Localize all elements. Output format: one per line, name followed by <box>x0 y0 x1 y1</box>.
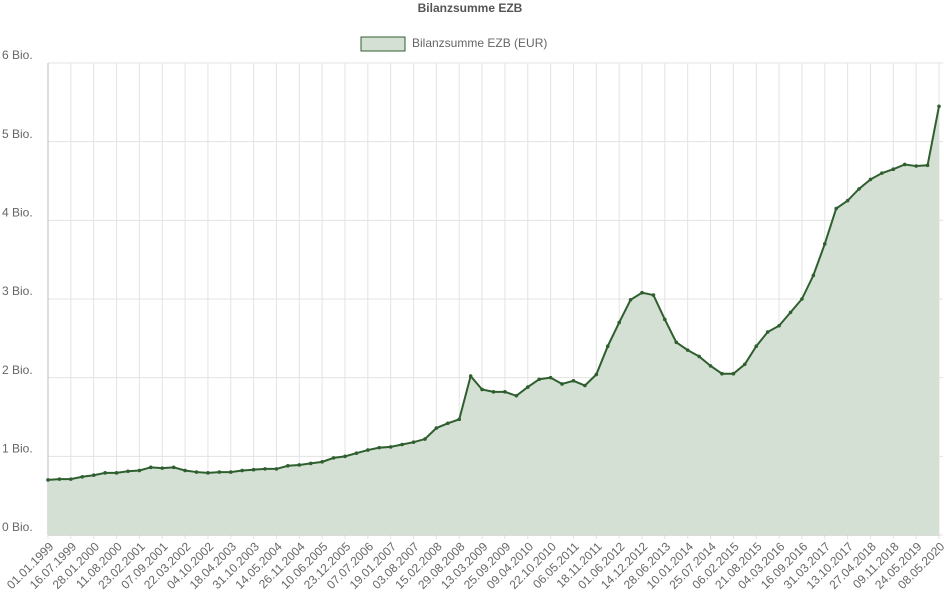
data-point <box>857 187 861 191</box>
data-point <box>217 470 222 474</box>
data-point <box>114 471 119 475</box>
data-point <box>251 467 256 472</box>
data-point <box>822 242 827 246</box>
y-tick-label: 5 Bio. <box>2 127 33 141</box>
data-point <box>548 375 553 380</box>
data-point <box>891 167 896 171</box>
data-point <box>868 177 873 182</box>
data-point <box>937 104 941 109</box>
data-point <box>274 467 279 471</box>
data-point <box>137 468 142 473</box>
data-point <box>583 383 587 388</box>
data-point <box>457 417 462 422</box>
data-point <box>800 297 804 301</box>
data-point <box>628 297 633 302</box>
data-point <box>811 273 816 278</box>
data-point <box>834 206 838 211</box>
y-tick-label: 3 Bio. <box>2 284 33 298</box>
data-point <box>571 379 576 383</box>
data-point <box>777 323 781 328</box>
data-point <box>194 470 199 474</box>
data-point <box>925 163 930 168</box>
data-point <box>240 468 244 473</box>
data-point <box>605 344 610 349</box>
data-point <box>743 362 747 367</box>
data-point <box>388 445 393 449</box>
data-point <box>343 454 347 459</box>
data-point <box>126 469 130 474</box>
data-point <box>400 442 404 447</box>
y-tick-label: 6 Bio. <box>2 48 33 62</box>
data-point <box>320 460 324 464</box>
chart-title: Bilanzsumme EZB <box>418 1 523 15</box>
data-point <box>514 393 519 398</box>
y-tick-label: 4 Bio. <box>2 206 33 220</box>
data-point <box>640 290 644 295</box>
data-point <box>594 372 599 377</box>
data-point <box>377 445 382 450</box>
data-point <box>263 467 267 471</box>
data-point <box>914 164 918 168</box>
data-point <box>80 474 85 479</box>
y-tick-label: 1 Bio. <box>2 442 33 456</box>
data-point <box>480 387 484 392</box>
data-point <box>788 310 793 315</box>
legend-swatch <box>360 36 406 52</box>
data-point <box>331 456 336 460</box>
data-point <box>160 466 165 470</box>
data-point <box>491 390 496 394</box>
y-tick-label: 2 Bio. <box>2 363 33 377</box>
data-point <box>468 374 473 378</box>
data-point <box>537 377 541 382</box>
data-point <box>308 461 313 466</box>
data-point <box>754 344 759 349</box>
data-point <box>69 477 73 481</box>
data-point <box>228 470 233 474</box>
data-point <box>446 421 450 426</box>
data-point <box>286 463 290 468</box>
data-point <box>103 471 107 475</box>
data-point <box>46 478 50 482</box>
data-point <box>845 198 850 203</box>
data-point <box>91 473 96 478</box>
data-point <box>720 371 724 376</box>
legend-label: Bilanzsumme EZB (EUR) <box>412 36 547 50</box>
y-tick-label: 0 Bio. <box>2 520 33 534</box>
data-point <box>423 437 427 441</box>
data-point <box>663 317 667 322</box>
data-point <box>697 354 701 359</box>
data-point <box>411 440 416 444</box>
data-point <box>297 463 302 467</box>
data-point <box>171 465 176 470</box>
data-point <box>731 371 736 376</box>
data-point <box>366 448 370 452</box>
data-point <box>434 426 439 430</box>
data-point <box>617 320 621 325</box>
data-point <box>57 477 62 481</box>
data-point <box>685 348 690 352</box>
area <box>48 106 939 536</box>
data-point <box>183 468 187 473</box>
data-point <box>708 364 713 368</box>
data-point <box>651 293 656 297</box>
data-point <box>880 171 884 175</box>
data-point <box>560 382 564 386</box>
data-point <box>765 330 770 334</box>
data-point <box>674 340 679 345</box>
data-point <box>354 451 359 455</box>
data-point <box>149 465 153 470</box>
data-point <box>525 385 530 389</box>
data-point <box>206 471 210 475</box>
data-point <box>503 390 507 394</box>
data-point <box>902 162 907 167</box>
